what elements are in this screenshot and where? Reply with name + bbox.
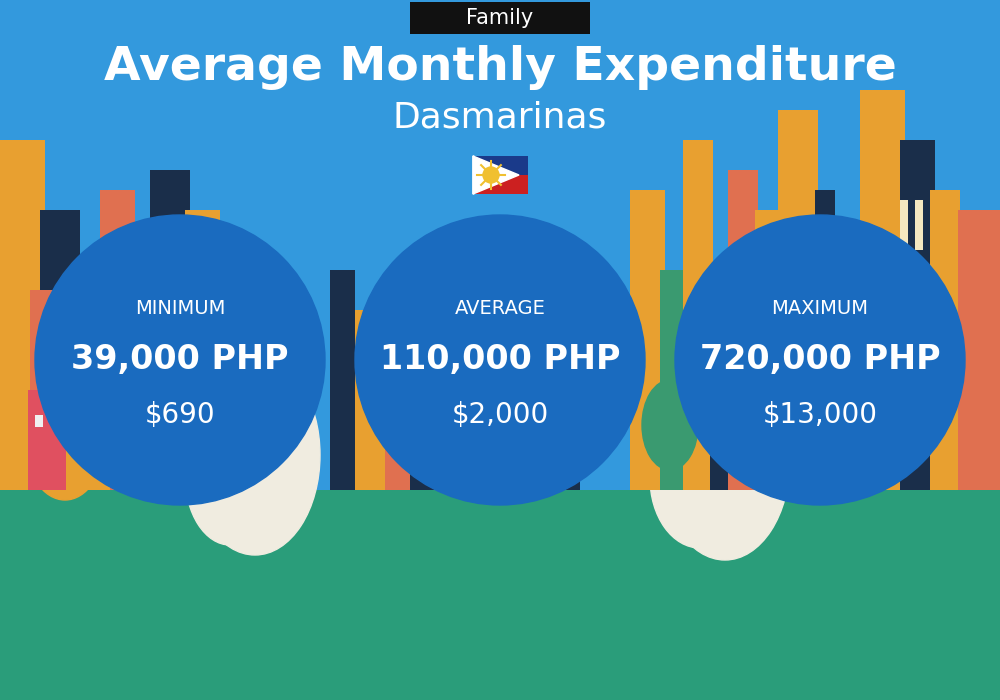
Ellipse shape <box>642 380 698 470</box>
Bar <box>473 156 528 175</box>
Bar <box>95 310 110 490</box>
Bar <box>958 210 1000 490</box>
Bar <box>385 290 410 490</box>
Bar <box>900 200 908 250</box>
Ellipse shape <box>754 380 830 500</box>
Bar <box>175 310 183 390</box>
Text: 110,000 PHP: 110,000 PHP <box>380 344 620 377</box>
Bar <box>70 355 78 370</box>
Text: Average Monthly Expenditure: Average Monthly Expenditure <box>104 46 896 90</box>
Bar <box>865 340 873 360</box>
Bar <box>410 2 590 34</box>
Bar <box>555 330 580 490</box>
Bar <box>900 140 935 490</box>
Text: MAXIMUM: MAXIMUM <box>772 298 868 318</box>
Bar <box>930 190 960 490</box>
Text: 39,000 PHP: 39,000 PHP <box>71 344 289 377</box>
Bar <box>500 310 530 490</box>
Bar <box>915 280 923 330</box>
Bar <box>192 350 202 368</box>
Bar <box>100 190 135 490</box>
Bar <box>130 310 155 490</box>
Bar <box>473 175 528 194</box>
Bar <box>163 290 171 380</box>
Bar <box>728 170 758 490</box>
Circle shape <box>355 215 645 505</box>
Text: Family: Family <box>466 8 534 28</box>
Text: AVERAGE: AVERAGE <box>455 298 545 318</box>
Ellipse shape <box>460 280 500 380</box>
Ellipse shape <box>483 167 499 183</box>
Bar <box>815 190 835 490</box>
Bar <box>440 350 465 490</box>
Bar <box>477 340 482 490</box>
Bar <box>55 355 63 370</box>
Ellipse shape <box>650 408 750 548</box>
Bar <box>900 280 908 330</box>
Ellipse shape <box>25 380 105 500</box>
Bar <box>150 170 190 490</box>
Bar <box>630 190 665 490</box>
Bar <box>410 330 445 490</box>
Bar <box>915 200 923 250</box>
Bar <box>40 210 80 490</box>
Polygon shape <box>473 156 527 194</box>
Text: MINIMUM: MINIMUM <box>135 298 225 318</box>
Ellipse shape <box>190 355 320 555</box>
Bar <box>185 210 220 490</box>
Bar <box>860 90 905 490</box>
Bar <box>330 270 355 490</box>
Circle shape <box>35 215 325 505</box>
Text: $13,000: $13,000 <box>763 401 878 429</box>
Bar <box>70 380 78 395</box>
Bar <box>0 490 1000 700</box>
Text: Dasmarinas: Dasmarinas <box>393 101 607 135</box>
Bar <box>208 325 218 343</box>
Bar <box>215 290 245 490</box>
Bar <box>55 380 63 395</box>
Ellipse shape <box>660 360 790 560</box>
Bar <box>240 330 260 490</box>
Bar <box>475 290 505 490</box>
Bar <box>882 340 890 360</box>
Bar <box>460 320 480 490</box>
Bar <box>882 370 890 390</box>
Polygon shape <box>473 156 519 194</box>
Bar <box>0 140 45 490</box>
Bar <box>192 325 202 343</box>
Bar <box>710 290 730 490</box>
Text: $690: $690 <box>145 401 215 429</box>
Circle shape <box>675 215 965 505</box>
Ellipse shape <box>130 400 166 460</box>
Bar <box>35 415 43 427</box>
Bar <box>755 210 780 490</box>
Ellipse shape <box>470 240 500 380</box>
Bar <box>30 290 55 490</box>
Bar <box>75 270 105 490</box>
Bar <box>355 310 385 490</box>
Bar <box>28 390 66 490</box>
Bar <box>833 240 863 490</box>
Bar <box>778 110 818 490</box>
Bar <box>208 350 218 368</box>
Ellipse shape <box>185 405 275 545</box>
Bar <box>865 370 873 390</box>
Text: 720,000 PHP: 720,000 PHP <box>700 344 940 377</box>
Bar <box>525 270 555 490</box>
Text: $2,000: $2,000 <box>451 401 549 429</box>
Bar <box>660 270 685 490</box>
Bar <box>683 140 713 490</box>
